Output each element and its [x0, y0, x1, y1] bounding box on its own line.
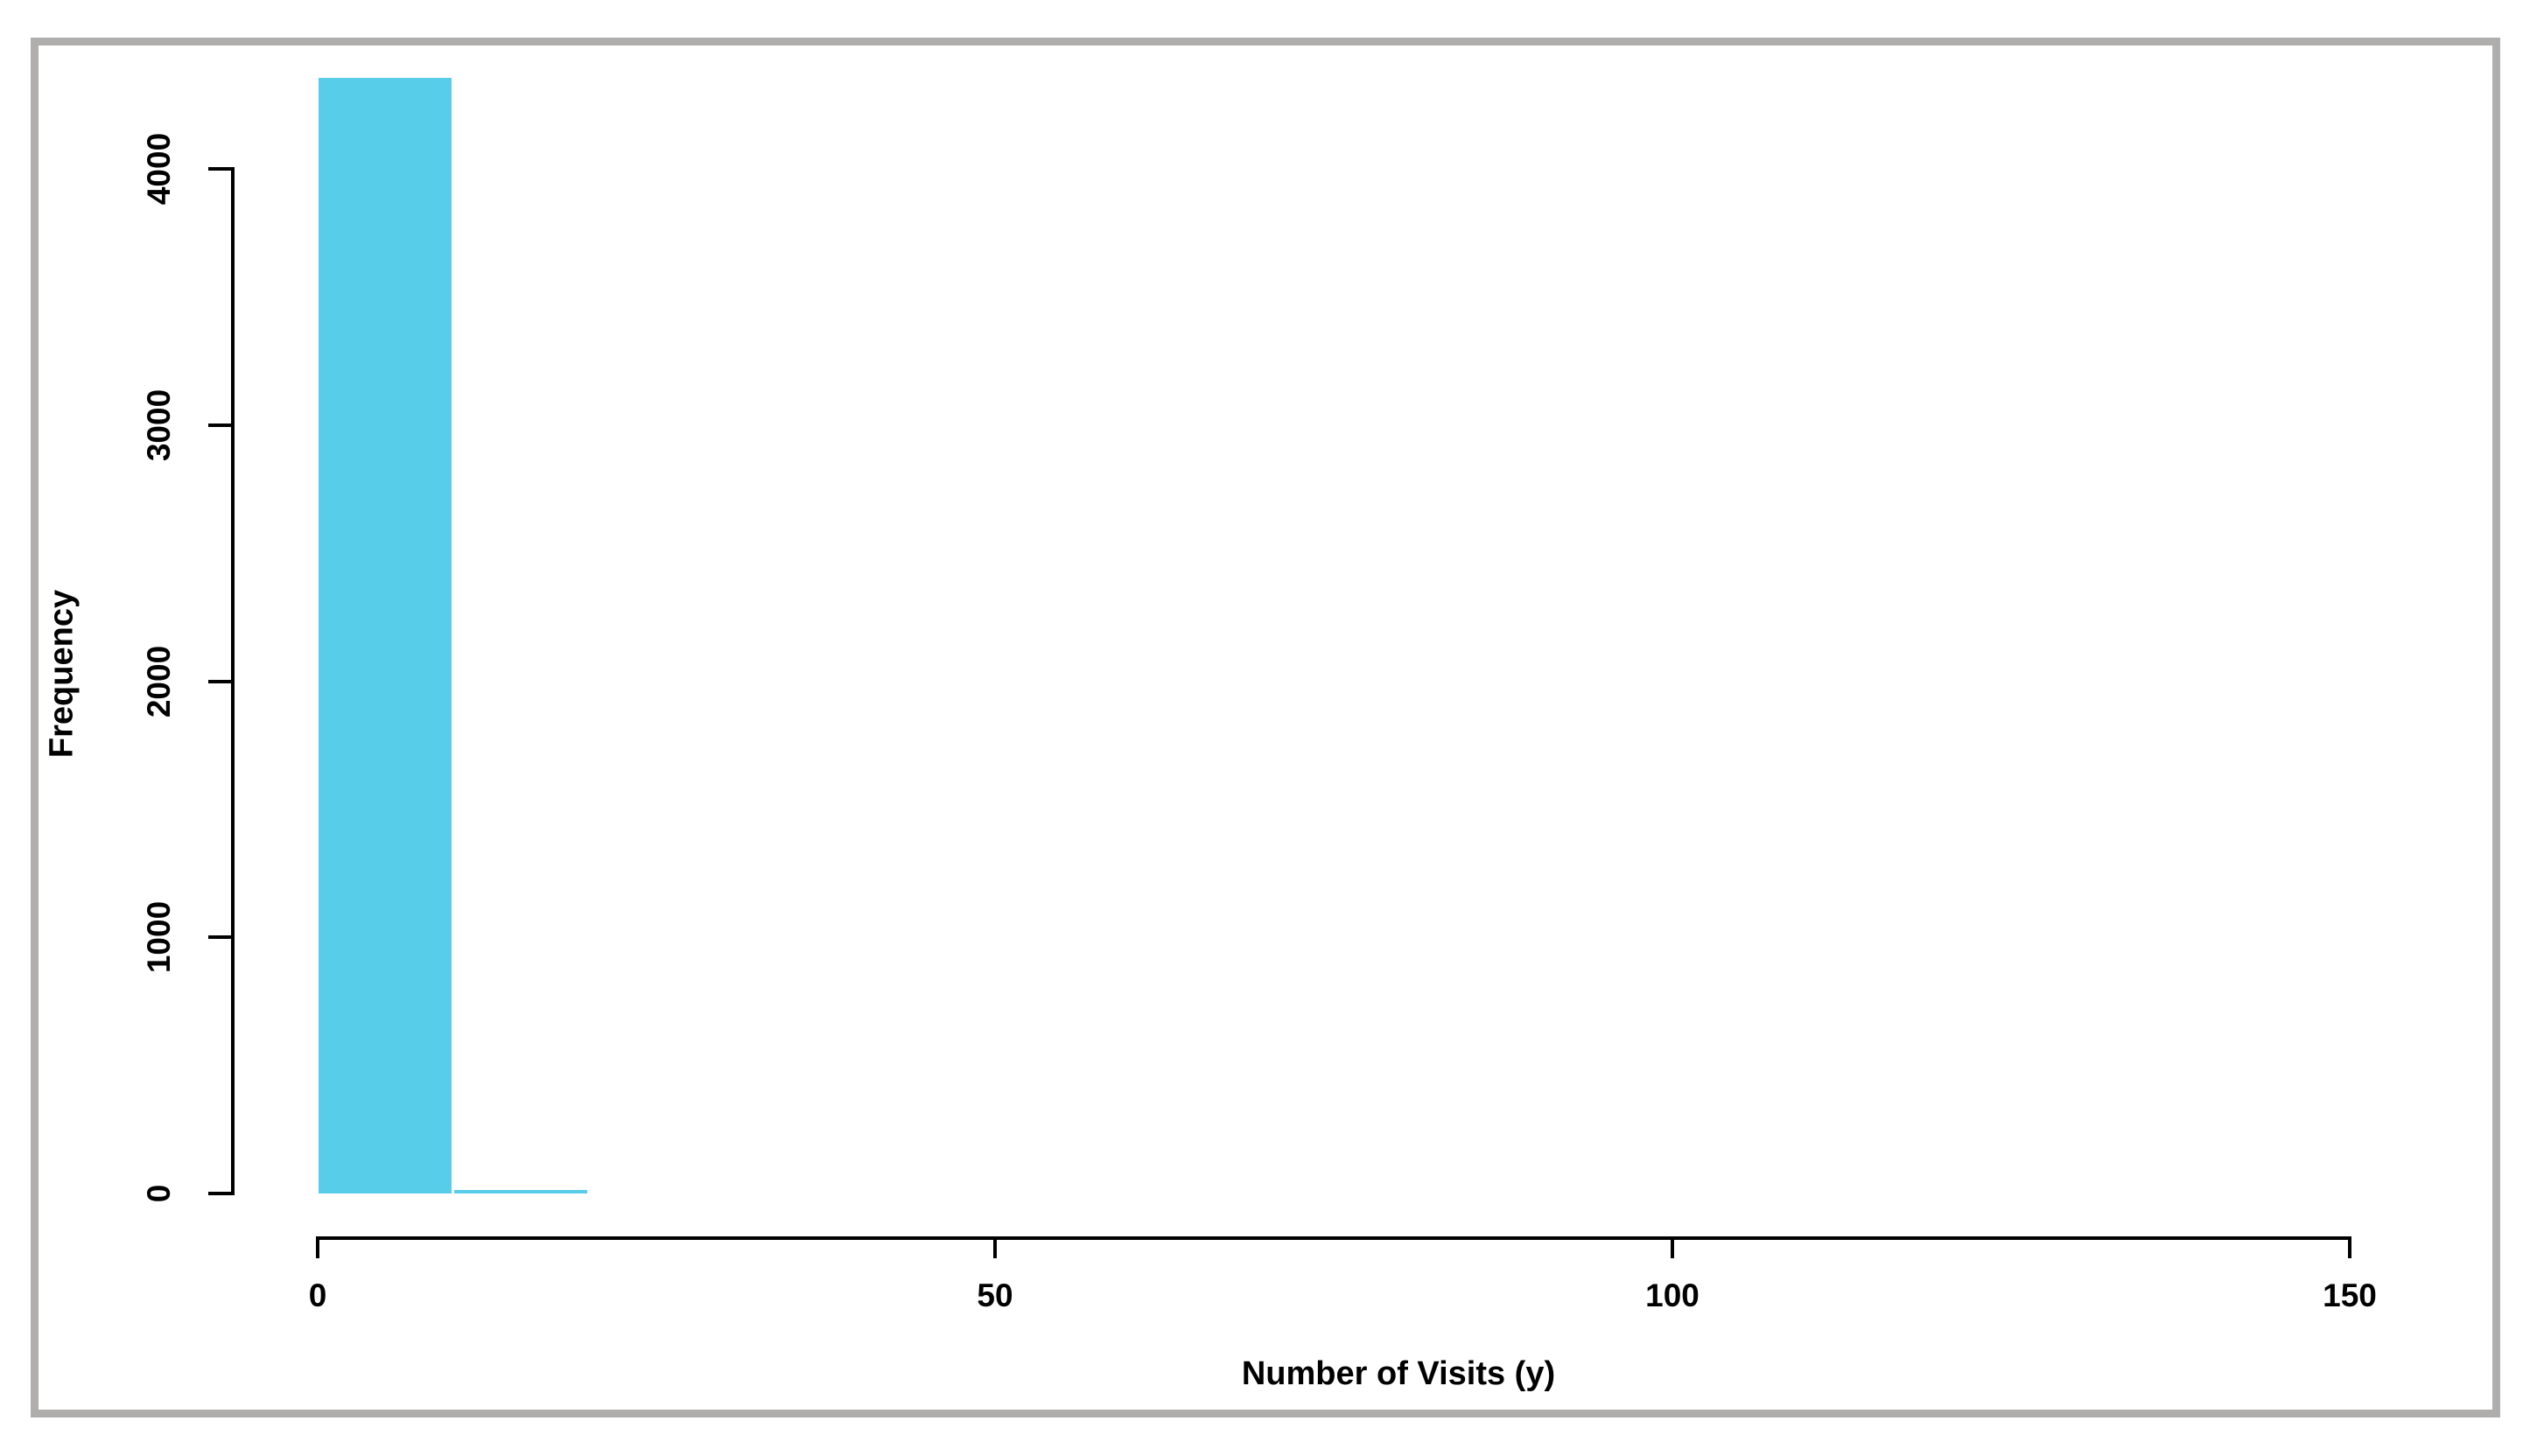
y-axis-title: Frequency	[43, 589, 81, 759]
x-axis-line	[316, 1236, 2351, 1240]
y-axis-line	[231, 167, 235, 1195]
y-tick-label-0: 0	[141, 1184, 177, 1203]
y-tick-0	[208, 1192, 233, 1195]
y-tick-label-2000: 2000	[141, 645, 177, 718]
x-tick-label-150: 150	[2323, 1278, 2377, 1313]
histogram-bar-0-10	[319, 78, 452, 1194]
x-tick-label-50: 50	[977, 1278, 1013, 1313]
y-tick-2000	[208, 679, 233, 683]
x-tick-100	[1671, 1238, 1674, 1258]
x-axis-title: Number of Visits (y)	[1241, 1355, 1556, 1392]
x-tick-label-0: 0	[308, 1278, 327, 1313]
y-tick-label-4000: 4000	[141, 132, 177, 206]
x-tick-0	[316, 1238, 319, 1258]
x-tick-50	[993, 1238, 997, 1258]
y-tick-label-1000: 1000	[141, 901, 177, 974]
x-tick-label-100: 100	[1645, 1278, 1700, 1313]
x-tick-150	[2348, 1238, 2351, 1258]
y-tick-1000	[208, 935, 233, 940]
y-tick-label-3000: 3000	[141, 388, 177, 461]
y-tick-4000	[208, 167, 233, 171]
y-tick-3000	[208, 423, 233, 427]
histogram-bar-10-20	[453, 1190, 587, 1194]
